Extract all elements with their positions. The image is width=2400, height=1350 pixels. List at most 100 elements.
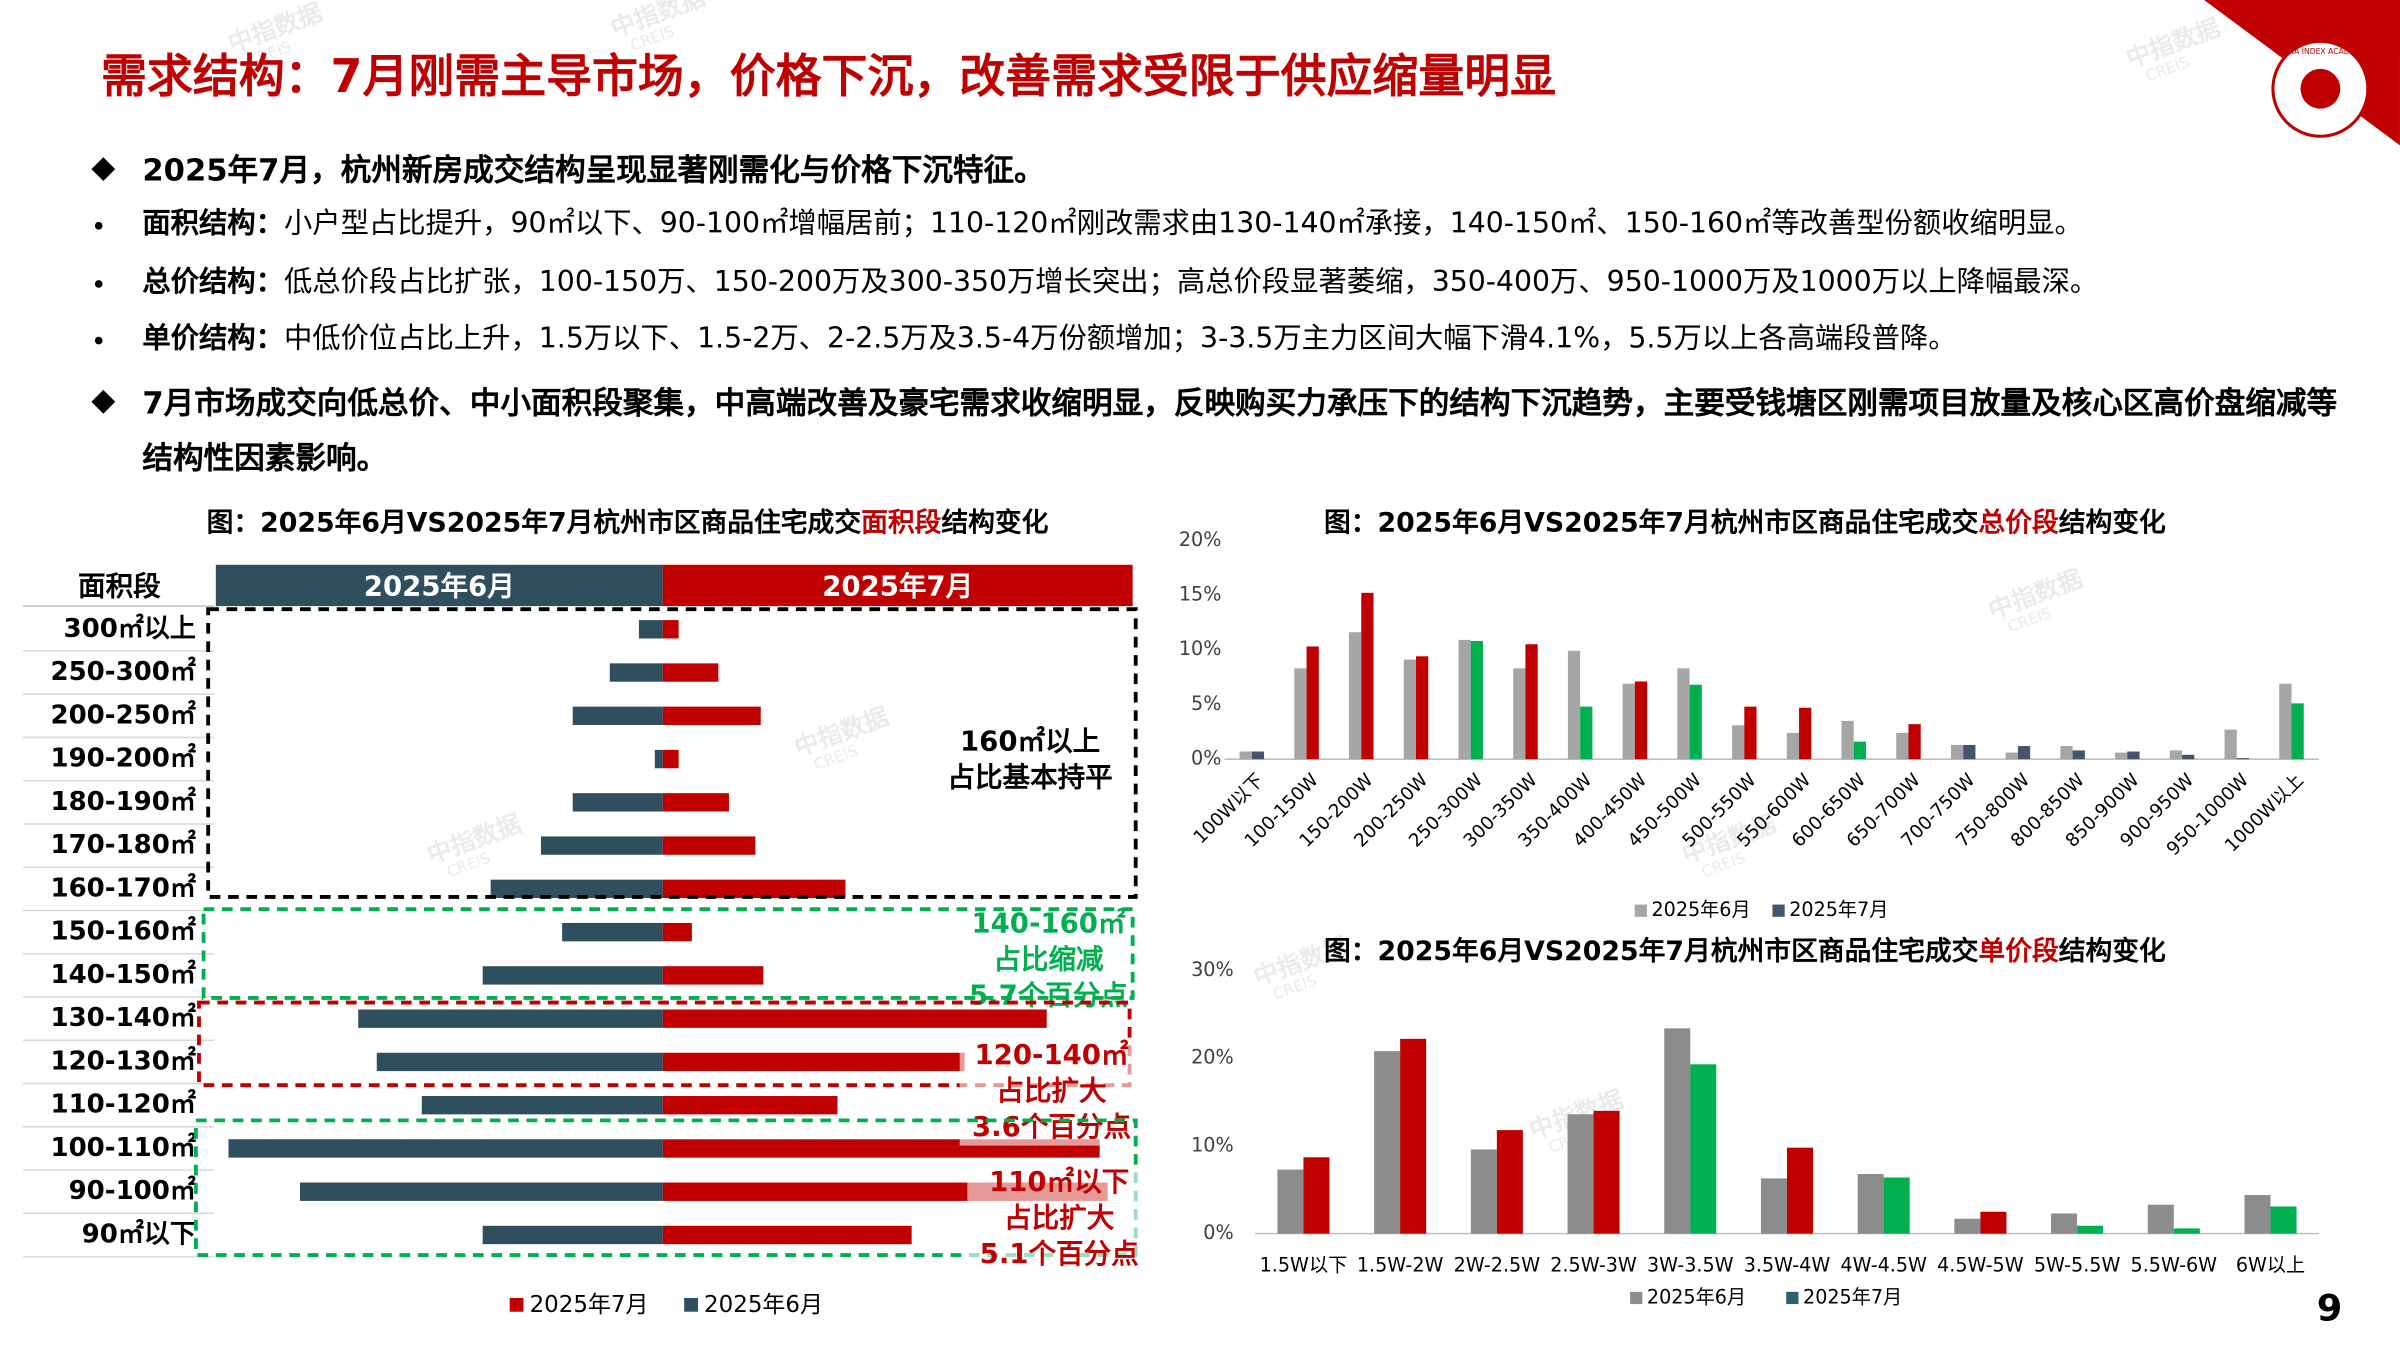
bar	[376, 1052, 663, 1072]
x-tick-label: 3.5W-4W	[1744, 1253, 1831, 1276]
category-label: 100-110㎡	[50, 1132, 195, 1163]
category-label: 130-140㎡	[50, 1002, 195, 1033]
legend-swatch	[509, 1297, 524, 1312]
legend-label: 2025年6月	[1652, 898, 1751, 921]
x-tick-label: 1.5W-2W	[1357, 1253, 1444, 1276]
bar	[421, 1096, 663, 1115]
bar	[2072, 750, 2085, 760]
annotation-text: 5.7个百分点	[969, 979, 1128, 1011]
annotation-backdrop	[967, 1164, 1152, 1273]
y-tick-label: 0%	[1191, 747, 1221, 770]
bullet: 7月市场成交向低总价、中小面积段聚集，中高端改善及豪宅需求收缩明显，反映购买力承…	[91, 375, 2361, 485]
legend-label: 2025年7月	[1803, 1285, 1902, 1308]
bar	[2077, 1225, 2104, 1234]
bar	[1294, 668, 1307, 760]
bar	[1744, 706, 1757, 760]
category-label: 90-100㎡	[69, 1175, 196, 1206]
chart-title-part: 结构变化	[2059, 935, 2166, 967]
series-header-label: 2025年7月	[822, 571, 973, 603]
bar	[2115, 752, 2128, 760]
bar	[540, 836, 663, 855]
annotation-text: 占比缩减	[993, 943, 1104, 975]
bar	[1470, 1149, 1497, 1234]
annotation-text: 110㎡以下	[989, 1166, 1129, 1198]
bar	[2236, 758, 2250, 760]
bar	[1567, 1114, 1594, 1234]
annotation-box	[194, 1118, 1138, 1258]
category-label: 300㎡以上	[64, 613, 196, 644]
series-header	[662, 564, 1133, 607]
x-tick-label: 3W-3.5W	[1647, 1253, 1734, 1276]
bar	[662, 1052, 965, 1072]
annotation-backdrop	[959, 1037, 1144, 1146]
annotation-text: 140-160㎡	[971, 907, 1125, 939]
bar	[1857, 1173, 1884, 1234]
bar	[2127, 751, 2140, 760]
chart-title-part: 图：2025年6月VS2025年7月杭州市区商品住宅成交	[207, 506, 862, 538]
annotation-box	[197, 1000, 1132, 1088]
logo-center	[2300, 68, 2341, 109]
bar	[1374, 1051, 1401, 1234]
bar	[662, 922, 692, 942]
bar	[2060, 746, 2073, 760]
bullet: 面积结构：小户型占比提升，90㎡以下、90-100㎡增幅居前；110-120㎡刚…	[94, 205, 2361, 245]
series-header-label: 2025年6月	[364, 571, 515, 603]
bullet-marker	[94, 221, 103, 230]
bullet: 2025年7月，杭州新房成交结构呈现显著刚需化与价格下沉特征。	[91, 142, 2361, 197]
bar	[1690, 1064, 1717, 1234]
bar	[662, 663, 719, 682]
bar	[482, 966, 663, 985]
chart-title-highlight: 单价段	[1978, 936, 2059, 967]
bar	[662, 836, 756, 855]
bar	[1689, 684, 1702, 760]
category-header: 面积段	[78, 571, 161, 603]
bar	[1950, 744, 1964, 760]
bar	[1496, 1130, 1523, 1234]
y-tick-label: 10%	[1179, 637, 1222, 660]
bar	[572, 793, 663, 812]
bar	[1470, 640, 1483, 760]
annotation-text: 3.6个百分点	[972, 1111, 1131, 1143]
bar	[1277, 1169, 1304, 1234]
chart-title-part: 图：2025年6月VS2025年7月杭州市区商品住宅成交	[1324, 506, 1979, 538]
category-label: 110-120㎡	[50, 1089, 195, 1120]
page-number: 9	[2317, 1287, 2343, 1330]
chart-title-highlight: 面积段	[861, 507, 942, 538]
bar	[1896, 732, 1909, 760]
category-label: 190-200㎡	[50, 743, 195, 774]
bar	[1349, 632, 1362, 760]
bar	[1415, 656, 1429, 760]
category-label: 170-180㎡	[50, 829, 195, 860]
bar	[1251, 751, 1265, 760]
bar	[2169, 750, 2183, 760]
bullet-marker	[94, 336, 103, 345]
y-tick-label: 15%	[1179, 583, 1222, 606]
bar	[2182, 754, 2195, 760]
x-tick-label: 2.5W-3W	[1550, 1253, 1637, 1276]
bar	[662, 706, 761, 725]
bar	[662, 1009, 1047, 1028]
bar	[490, 879, 663, 899]
bar	[662, 966, 764, 985]
bar	[482, 1225, 663, 1245]
bullet-text: 低总价段占比扩张，100-150万、150-200万及300-350万增长突出；…	[283, 266, 2099, 299]
chart-title: 图：2025年6月VS2025年7月杭州市区商品住宅成交总价段结构变化	[1324, 506, 2166, 538]
bar	[662, 1096, 838, 1115]
bar	[2224, 729, 2237, 760]
x-tick-label: 2W-2.5W	[1454, 1253, 1541, 1276]
bar	[572, 706, 663, 725]
bar	[1980, 1211, 2007, 1234]
bullet-label: 面积结构：	[142, 208, 284, 241]
bar	[662, 793, 729, 812]
slide-title: 需求结构：7月刚需主导市场，价格下沉，改善需求受限于供应缩量明显	[101, 49, 1556, 103]
y-tick-label: 5%	[1191, 692, 1221, 715]
chart-title-highlight: 总价段	[1978, 507, 2059, 538]
legend-swatch	[1634, 904, 1647, 917]
x-tick-label: 1.5W以下	[1260, 1253, 1348, 1276]
bullet-label: 总价结构：	[142, 266, 284, 299]
bar	[562, 922, 663, 942]
bullet-text: 小户型占比提升，90㎡以下、90-100㎡增幅居前；110-120㎡刚改需求由1…	[283, 208, 2083, 241]
logo-text: CHINA INDEX ACADEMY	[2275, 47, 2366, 56]
bar	[1580, 706, 1593, 760]
